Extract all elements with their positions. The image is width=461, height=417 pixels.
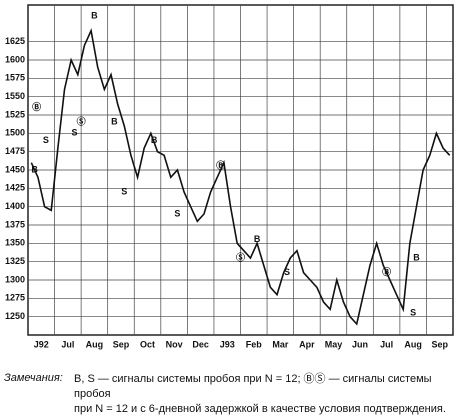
note-line: при N = 12 и с 6-дневной задержкой в кач…: [74, 403, 446, 415]
x-tick-label: Jul: [380, 339, 393, 349]
x-tick-label: J93: [220, 339, 235, 349]
y-tick-label: 1325: [5, 256, 25, 266]
x-tick-label: Oct: [140, 339, 155, 349]
y-tick-label: 1550: [5, 91, 25, 101]
y-tick-label: 1575: [5, 73, 25, 83]
x-tick-label: Feb: [246, 339, 263, 349]
y-tick-label: 1500: [5, 128, 25, 138]
signal-label: S: [284, 267, 290, 277]
y-tick-label: 1350: [5, 238, 25, 248]
x-tick-label: Mar: [272, 339, 289, 349]
y-tick-label: 1375: [5, 219, 25, 229]
signal-label: Ⓢ: [77, 116, 86, 127]
chart: 1250 1275 1300 1325 1350 1375 1400 1425 1450 1475…: [5, 4, 454, 349]
signal-label: B: [31, 164, 38, 174]
signal-label: S: [174, 208, 180, 218]
x-tick-label: Jun: [352, 339, 368, 349]
y-tick-label: 1600: [5, 54, 25, 64]
y-tick-label: 1275: [5, 293, 25, 303]
x-tick-label: Dec: [192, 339, 209, 349]
signal-label: S: [410, 307, 416, 317]
signal-label: Ⓑ: [382, 266, 391, 277]
y-tick-label: 1475: [5, 146, 25, 156]
signal-label: Ⓢ: [236, 251, 245, 262]
x-tick-label: Apr: [299, 339, 315, 349]
y-tick-label: 1400: [5, 201, 25, 211]
x-tick-label: J92: [34, 339, 49, 349]
x-tick-label: Nov: [166, 339, 183, 349]
signal-label: B: [91, 10, 98, 20]
y-tick-label: 1300: [5, 274, 25, 284]
signal-label: B: [413, 252, 420, 262]
x-tick-label: Aug: [86, 339, 104, 349]
y-tick-label: 1625: [5, 36, 25, 46]
note-label: Замечания:: [4, 372, 63, 384]
x-tick-label: Sep: [431, 339, 448, 349]
x-tick-label: Aug: [404, 339, 422, 349]
y-tick-label: 1250: [5, 311, 25, 321]
signal-label: B: [151, 135, 158, 145]
signal-label: B: [111, 117, 118, 127]
y-tick-label: 1425: [5, 183, 25, 193]
y-tick-label: 1525: [5, 109, 25, 119]
x-tick-label: Sep: [113, 339, 130, 349]
signal-label: B: [254, 234, 261, 244]
x-tick-label: Jul: [61, 339, 74, 349]
note: B, S — сигналы системы пробоя при N = 12…: [74, 372, 461, 417]
signal-label: S: [121, 186, 127, 196]
x-tick-label: May: [325, 339, 343, 349]
note-line: B, S — сигналы системы пробоя при N = 12…: [74, 373, 432, 400]
signal-label: Ⓑ: [32, 101, 41, 112]
signal-label: S: [71, 128, 77, 138]
page: 1250 1275 1300 1325 1350 1375 1400 1425 1450 1475…: [4, 4, 454, 415]
y-tick-label: 1450: [5, 164, 25, 174]
price-line: [30, 27, 451, 326]
signal-label: S: [43, 135, 49, 145]
signal-label: Ⓑ: [216, 160, 225, 171]
